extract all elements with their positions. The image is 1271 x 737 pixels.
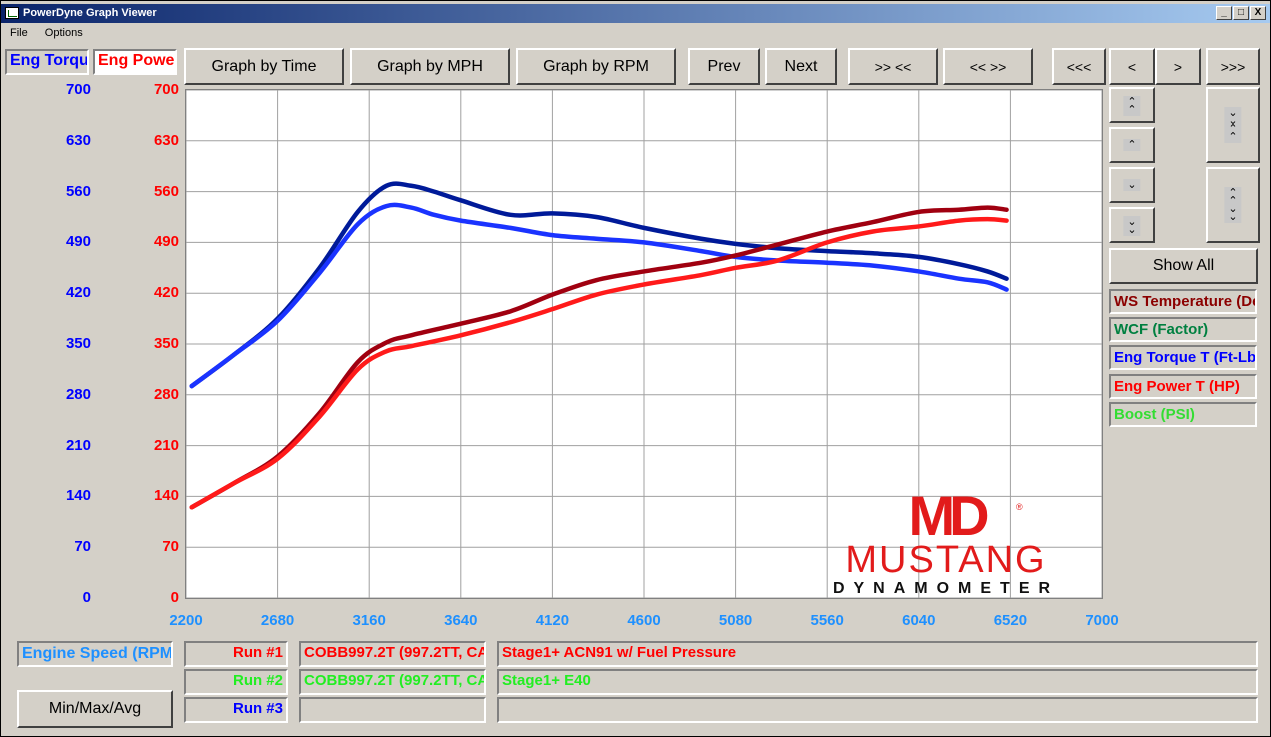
chart-series bbox=[189, 181, 1009, 510]
x-tick-label: 5560 bbox=[810, 612, 844, 629]
y-left-tick-label: 560 bbox=[65, 182, 91, 200]
logo-subtitle: DYNAMOMETER bbox=[833, 580, 1059, 597]
y-left-tick-label: 280 bbox=[65, 385, 91, 403]
x-tick-label: 6520 bbox=[993, 612, 1028, 629]
graph-by-rpm-button[interactable]: Graph by RPM bbox=[516, 48, 676, 85]
scroll-right-button[interactable]: > bbox=[1155, 48, 1201, 85]
y-left-tick-label: 350 bbox=[65, 335, 91, 352]
scroll-up-fast-button[interactable]: ⌃ ⌃ bbox=[1109, 87, 1155, 123]
y-left-tick-label: 70 bbox=[74, 538, 91, 556]
show-all-button[interactable]: Show All bbox=[1109, 248, 1258, 284]
prev-button[interactable]: Prev bbox=[688, 48, 760, 85]
minimize-button[interactable]: _ bbox=[1216, 6, 1232, 20]
logo-name: MUSTANG bbox=[845, 539, 1046, 581]
x-tick-label: 7000 bbox=[1085, 612, 1119, 629]
run-3-description bbox=[497, 697, 1258, 723]
rpm-chart: MD ® MUSTANG DYNAMOMETER bbox=[185, 89, 1103, 599]
x-tick-label: 3160 bbox=[352, 612, 386, 629]
graph-by-mph-button[interactable]: Graph by MPH bbox=[350, 48, 510, 85]
menu-options[interactable]: Options bbox=[44, 27, 83, 39]
scroll-last-button[interactable]: >>> bbox=[1206, 48, 1260, 85]
scroll-up-button[interactable]: ⌃ bbox=[1109, 127, 1155, 163]
torque-channel-tab[interactable]: Eng Torque T (Ft-Lb) bbox=[5, 49, 89, 75]
run-1-file: COBB997.2T (997.2TT, CAN) bbox=[299, 641, 486, 667]
run-3-file bbox=[299, 697, 486, 723]
logo-registered: ® bbox=[1016, 502, 1023, 512]
zoom-in-button[interactable]: >> << bbox=[848, 48, 938, 85]
series-line-2 bbox=[189, 205, 1009, 510]
run-1-label: Run #1 bbox=[184, 641, 288, 667]
power-channel-tab[interactable]: Eng Power T (HP) bbox=[93, 49, 177, 75]
y-left-tick-label: 210 bbox=[65, 436, 91, 454]
run-2-description: Stage1+ E40 bbox=[497, 669, 1258, 695]
y-left-tick-label: 420 bbox=[65, 284, 91, 302]
x-tick-label: 4600 bbox=[627, 612, 661, 629]
y-right-tick-label: 490 bbox=[153, 233, 179, 251]
y-right-tick-label: 560 bbox=[153, 182, 179, 200]
legend-eng-power[interactable]: Eng Power T (HP) bbox=[1109, 374, 1257, 399]
y-left-tick-label: 700 bbox=[65, 81, 91, 98]
menu-bar: File Options bbox=[1, 23, 1270, 43]
logo-mark: MD bbox=[908, 484, 988, 547]
app-icon bbox=[5, 7, 19, 19]
series-line-3 bbox=[189, 216, 1009, 510]
menu-file[interactable]: File bbox=[10, 27, 28, 39]
series-line-1 bbox=[189, 202, 1009, 389]
zoom-y-in-button[interactable]: ⌄ ⌄ ⌃ ⌃ bbox=[1206, 87, 1260, 163]
y-left-tick-label: 490 bbox=[65, 233, 91, 251]
x-tick-label: 6040 bbox=[902, 612, 936, 629]
zoom-out-button[interactable]: << >> bbox=[943, 48, 1033, 85]
window-title: PowerDyne Graph Viewer bbox=[23, 7, 157, 19]
x-tick-label: 4120 bbox=[535, 612, 570, 629]
maximize-button[interactable]: □ bbox=[1233, 6, 1249, 20]
x-channel-select[interactable]: Engine Speed (RPM) bbox=[17, 641, 173, 667]
x-tick-label: 5080 bbox=[718, 612, 753, 629]
legend-boost[interactable]: Boost (PSI) bbox=[1109, 402, 1257, 427]
graph-by-time-button[interactable]: Graph by Time bbox=[184, 48, 344, 85]
y-right-tick-label: 630 bbox=[153, 131, 179, 149]
series-line-0 bbox=[189, 181, 1009, 389]
y-right-tick-label: 280 bbox=[153, 385, 179, 403]
y-right-tick-label: 350 bbox=[153, 335, 179, 352]
scroll-down-button[interactable]: ⌄ bbox=[1109, 167, 1155, 203]
scroll-first-button[interactable]: <<< bbox=[1052, 48, 1106, 85]
run-1-description: Stage1+ ACN91 w/ Fuel Pressure bbox=[497, 641, 1258, 667]
close-button[interactable]: X bbox=[1250, 6, 1266, 20]
y-left-tick-label: 630 bbox=[65, 131, 91, 149]
title-bar: PowerDyne Graph Viewer _ □ X bbox=[1, 4, 1270, 23]
legend-eng-torque[interactable]: Eng Torque T (Ft-Lb) bbox=[1109, 345, 1257, 370]
y-right-tick-label: 420 bbox=[153, 284, 179, 302]
y-right-tick-label: 210 bbox=[153, 436, 179, 454]
legend-ws-temperature[interactable]: WS Temperature (Deg F) bbox=[1109, 289, 1257, 314]
y-right-tick-label: 140 bbox=[153, 487, 179, 505]
x-tick-label: 3640 bbox=[444, 612, 478, 629]
x-tick-label: 2680 bbox=[260, 612, 295, 629]
y-right-tick-label: 70 bbox=[162, 538, 179, 556]
zoom-y-out-button[interactable]: ⌃ ⌃ ⌄ ⌄ bbox=[1206, 167, 1260, 243]
plot-area: MD ® MUSTANG DYNAMOMETER bbox=[185, 89, 1103, 599]
run-3-label: Run #3 bbox=[184, 697, 288, 723]
run-2-file: COBB997.2T (997.2TT, CAN) bbox=[299, 669, 486, 695]
x-tick-label: 2200 bbox=[169, 612, 203, 629]
scroll-down-fast-button[interactable]: ⌄ ⌄ bbox=[1109, 207, 1155, 243]
run-2-label: Run #2 bbox=[184, 669, 288, 695]
y-left-tick-label: 0 bbox=[82, 589, 91, 606]
y-left-tick-label: 140 bbox=[65, 487, 91, 505]
y-right-tick-label: 700 bbox=[153, 81, 179, 98]
legend-wcf[interactable]: WCF (Factor) bbox=[1109, 317, 1257, 342]
y-right-tick-label: 0 bbox=[170, 589, 179, 606]
min-max-avg-button[interactable]: Min/Max/Avg bbox=[17, 690, 173, 728]
mustang-dyno-logo: MD ® MUSTANG DYNAMOMETER bbox=[833, 484, 1059, 597]
next-button[interactable]: Next bbox=[765, 48, 837, 85]
scroll-left-button[interactable]: < bbox=[1109, 48, 1155, 85]
